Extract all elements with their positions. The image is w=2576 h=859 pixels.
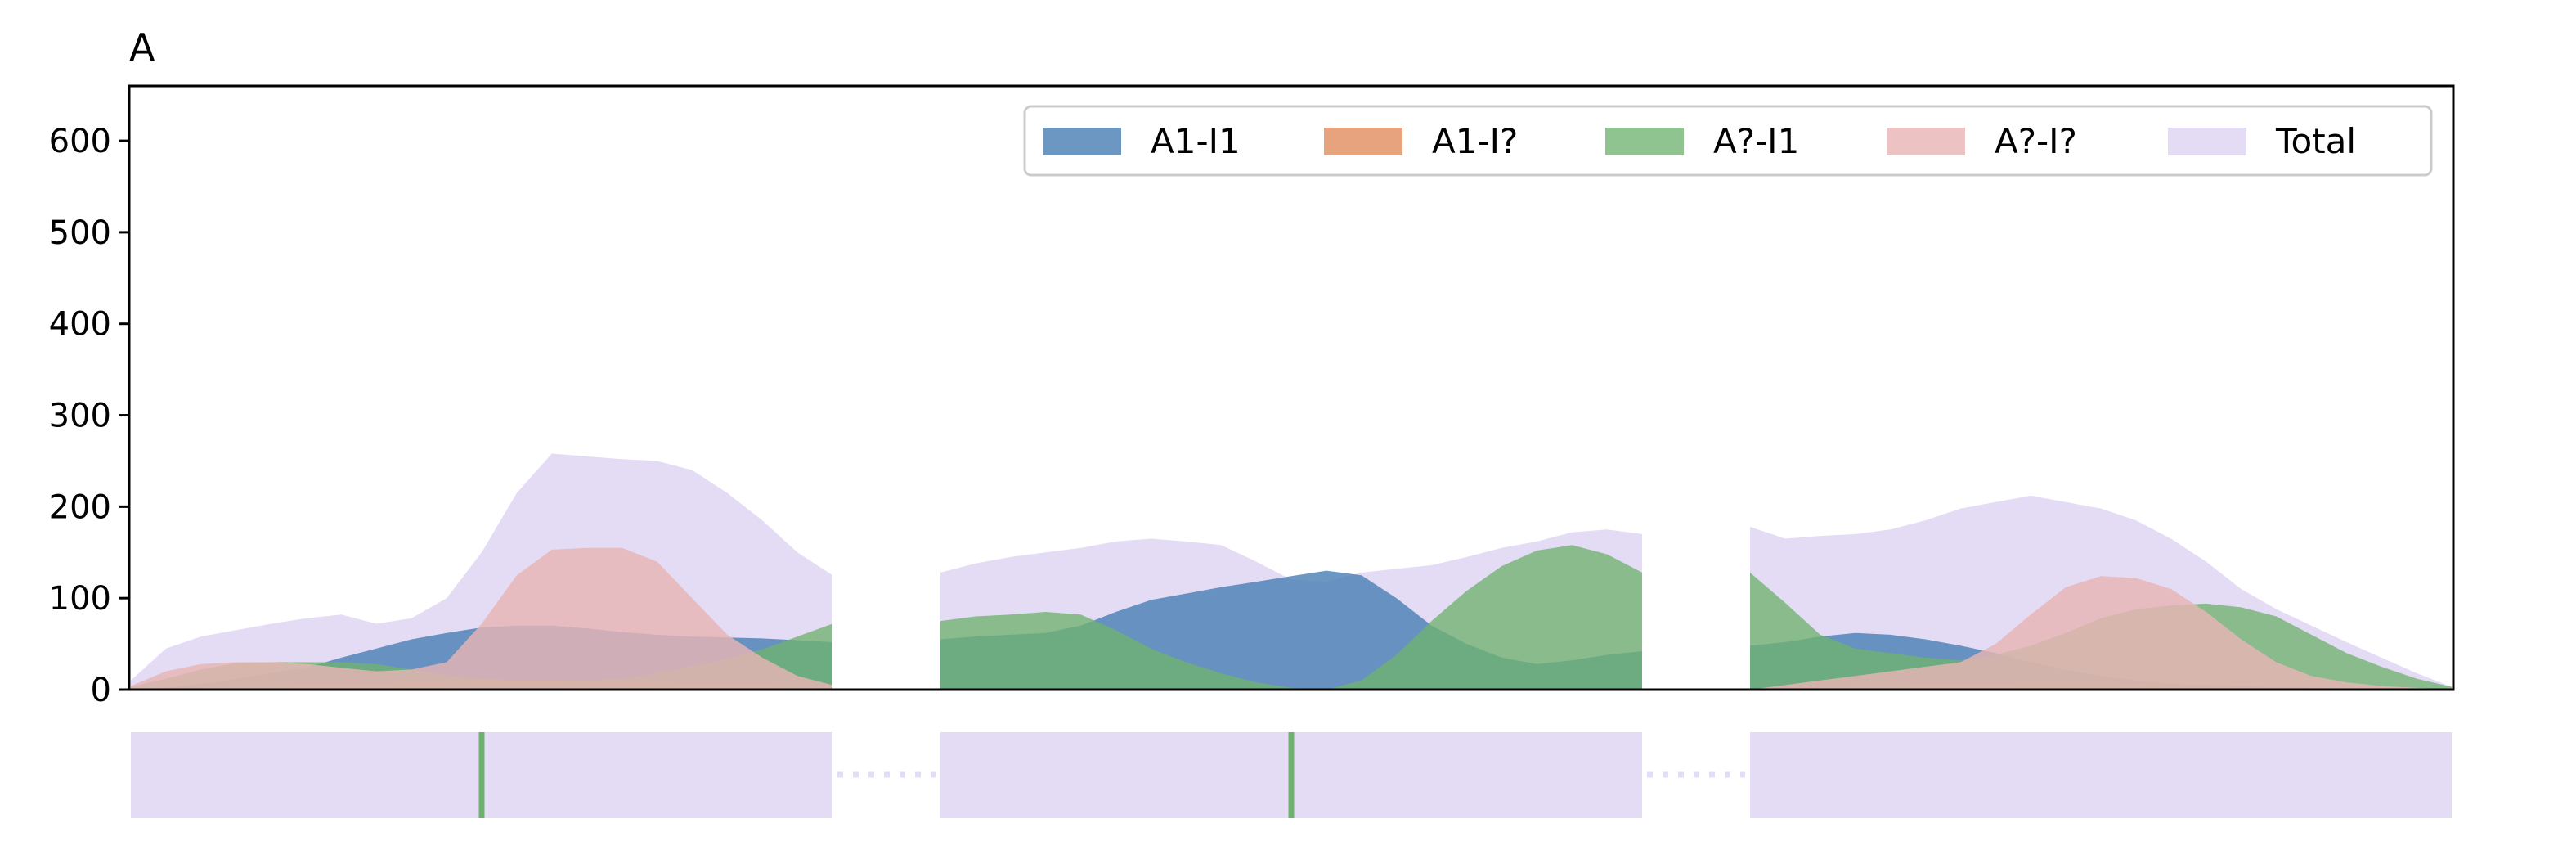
legend-box [1023, 105, 2433, 177]
legend-swatch-a1-i1 [1043, 128, 1121, 155]
legend: A1-I1 A1-I? A?-I1 A?-I? Total [1023, 105, 2433, 177]
bottom-strip [131, 732, 2452, 818]
legend-swatch-aq-iq [1887, 128, 1965, 155]
plot-areas [131, 453, 2452, 690]
legend-label-aq-iq: A?-I? [1995, 121, 2077, 161]
legend-label-aq-i1: A?-I1 [1713, 121, 1799, 161]
area-aq-iq-seg3 [1750, 576, 2452, 690]
legend-label-total: Total [2275, 121, 2356, 161]
y-tick-label-0: 0 [91, 672, 111, 709]
y-tick-label-200: 200 [49, 488, 111, 526]
legend-swatch-aq-i1 [1605, 128, 1684, 155]
y-tick-label-400: 400 [49, 306, 111, 344]
strip-seg3 [1750, 732, 2452, 818]
y-axis: 0 100 200 300 400 500 600 [49, 123, 129, 709]
legend-label-a1-i1: A1-I1 [1151, 121, 1241, 161]
panel-label: A [129, 25, 155, 70]
area-aq-i1-seg2 [940, 545, 1642, 690]
area-aq-iq-seg1 [131, 547, 832, 690]
y-tick-label-500: 500 [49, 214, 111, 252]
y-tick-label-600: 600 [49, 123, 111, 160]
legend-label-a1-iq: A1-I? [1432, 121, 1518, 161]
plot-frame [128, 84, 2455, 691]
y-tick-label-100: 100 [49, 580, 111, 618]
legend-swatch-a1-iq [1324, 128, 1402, 155]
y-tick-label-300: 300 [49, 398, 111, 435]
legend-swatch-total [2168, 128, 2246, 155]
